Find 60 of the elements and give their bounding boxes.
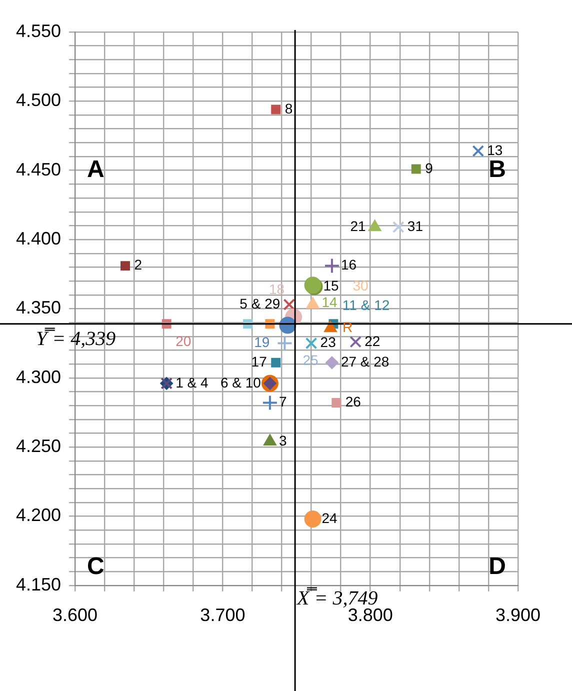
series-label: 16 xyxy=(340,256,357,273)
series-label: 1 & 4 xyxy=(176,374,208,390)
y-tick-label: 4.300 xyxy=(16,366,62,387)
series-label: 15 xyxy=(323,277,340,294)
x-tick-label: 3.700 xyxy=(200,605,246,626)
series-label: 21 xyxy=(350,218,366,234)
series-label: 8 xyxy=(284,100,293,116)
series-label: 23 xyxy=(320,334,336,350)
annotation: D xyxy=(488,553,506,580)
series-label: 17 xyxy=(251,354,268,370)
series-label: 19 xyxy=(254,334,270,350)
series-label: 9 xyxy=(425,160,434,176)
point xyxy=(304,510,322,528)
y-tick-label: 4.550 xyxy=(16,20,62,41)
y-tick-label: 4.400 xyxy=(16,228,62,248)
point xyxy=(332,398,342,408)
point xyxy=(276,335,293,352)
series-label: 7 xyxy=(278,394,287,410)
series-label: 3 xyxy=(278,432,287,448)
point xyxy=(325,356,338,370)
y-tick-label: 4.150 xyxy=(16,574,62,594)
point xyxy=(271,358,281,368)
series-label: 27 & 28 xyxy=(340,354,390,370)
point xyxy=(324,258,340,274)
point xyxy=(350,336,362,348)
series-label: 20 xyxy=(176,332,192,349)
annotation: C xyxy=(87,553,104,580)
point xyxy=(120,261,130,271)
series-label: 14 xyxy=(322,294,338,310)
point xyxy=(305,337,318,350)
point xyxy=(392,221,404,234)
x-tick-label: 3.600 xyxy=(52,605,98,626)
point xyxy=(411,164,421,174)
series-label: 11 & 12 xyxy=(342,296,390,313)
y-tick-label: 4.250 xyxy=(16,436,62,456)
x-tick-label: 3.900 xyxy=(495,605,541,626)
series-label: 6 & 10 xyxy=(220,374,262,390)
ref-line-label: Y̿ = 4,339 xyxy=(36,327,116,350)
point xyxy=(306,297,320,309)
series-label: 13 xyxy=(487,142,503,158)
series-label: 22 xyxy=(364,332,380,349)
point xyxy=(262,394,278,411)
x-tick-label: 3.800 xyxy=(348,605,393,626)
point xyxy=(271,104,281,114)
y-tick-label: 4.450 xyxy=(16,159,62,180)
y-tick-label: 4.350 xyxy=(16,298,62,318)
annotation: A xyxy=(87,156,104,183)
annotation: B xyxy=(488,156,506,183)
point xyxy=(324,320,338,332)
text: 30 xyxy=(352,277,369,294)
y-tick-label: 4.200 xyxy=(16,505,62,526)
point xyxy=(283,298,296,310)
series-label: 26 xyxy=(345,394,362,410)
series-label: 24 xyxy=(322,510,338,526)
series-label: 2 xyxy=(134,256,142,273)
series-label: 31 xyxy=(407,218,424,234)
point xyxy=(263,434,277,446)
y-tick-label: 4.500 xyxy=(16,90,62,110)
series-label: 5 & 29 xyxy=(240,295,280,312)
point xyxy=(472,145,484,157)
